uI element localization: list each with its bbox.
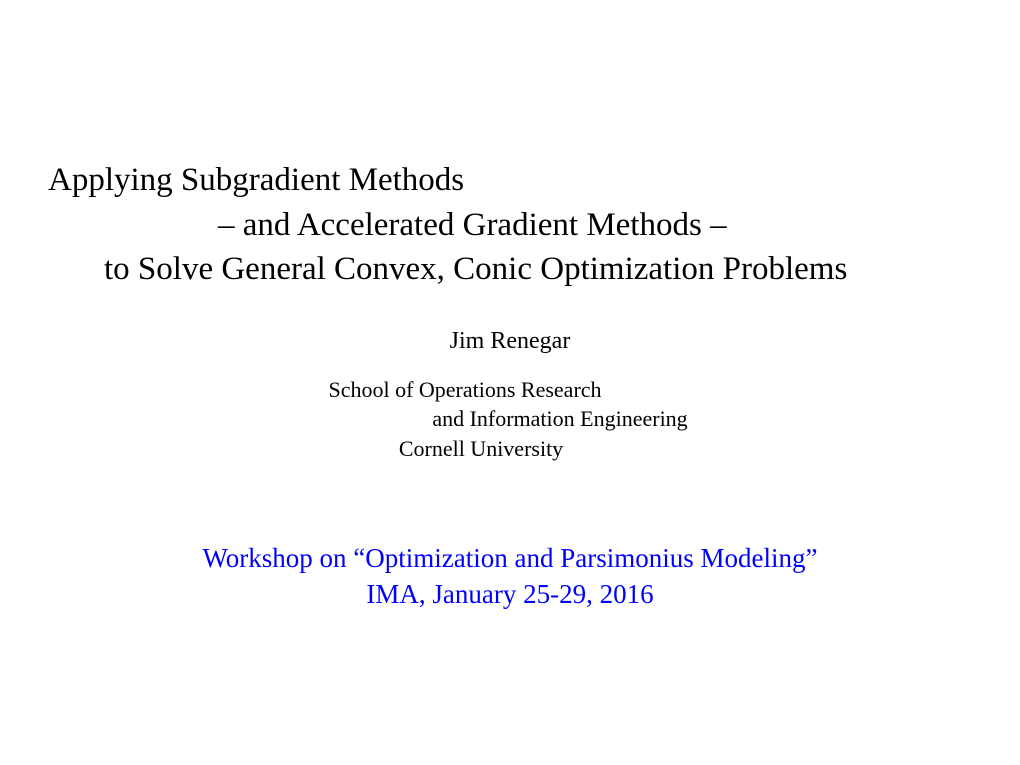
affiliation-line3: Cornell University bbox=[48, 434, 972, 464]
workshop-block: Workshop on “Optimization and Parsimoniu… bbox=[48, 540, 972, 613]
affiliation-line1: School of Operations Research bbox=[48, 375, 972, 405]
slide-content: Applying Subgradient Methods – and Accel… bbox=[48, 158, 972, 613]
title-block: Applying Subgradient Methods – and Accel… bbox=[48, 158, 972, 292]
affiliation-line2: and Information Engineering bbox=[48, 404, 972, 434]
workshop-line1: Workshop on “Optimization and Parsimoniu… bbox=[48, 540, 972, 576]
title-line2: – and Accelerated Gradient Methods – bbox=[48, 203, 972, 248]
author-name: Jim Renegar bbox=[48, 328, 972, 355]
affiliation-block: School of Operations Research and Inform… bbox=[48, 375, 972, 464]
workshop-line2: IMA, January 25-29, 2016 bbox=[48, 576, 972, 612]
title-line1: Applying Subgradient Methods bbox=[48, 158, 972, 203]
title-line3: to Solve General Convex, Conic Optimizat… bbox=[48, 247, 972, 292]
